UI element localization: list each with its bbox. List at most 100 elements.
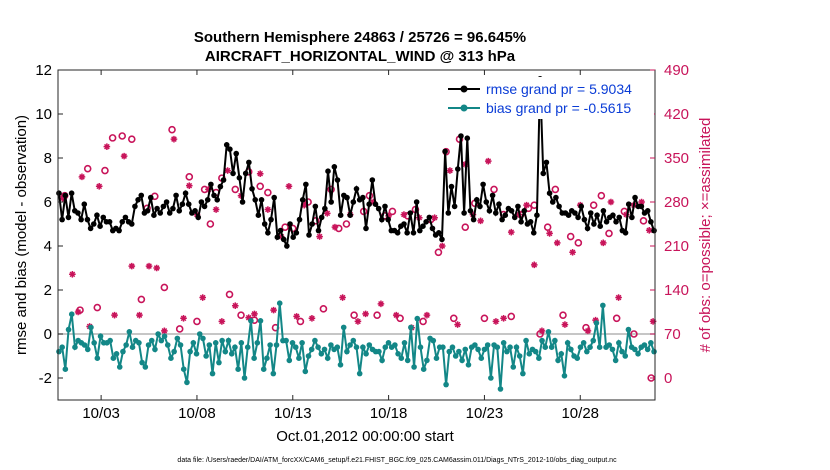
y-right-tick-label: 280 bbox=[664, 194, 689, 211]
bias-point bbox=[641, 342, 648, 348]
x-axis-label: Oct.01,2012 00:00:00 start bbox=[276, 428, 454, 445]
obs-possible-marker bbox=[168, 125, 176, 134]
rmse-point bbox=[492, 210, 499, 216]
bias-point bbox=[216, 359, 222, 366]
bias-point bbox=[193, 351, 200, 357]
rmse-point bbox=[629, 214, 635, 221]
bias-point bbox=[120, 348, 126, 355]
obs-possible-marker bbox=[206, 220, 215, 228]
y-tick-label: 12 bbox=[35, 62, 52, 79]
bias-point bbox=[312, 337, 318, 344]
rmse-point bbox=[600, 208, 607, 214]
rmse-point bbox=[87, 225, 94, 232]
obs-assimilated-marker bbox=[218, 318, 226, 325]
bias-point bbox=[276, 300, 283, 307]
obs-possible-marker bbox=[237, 311, 245, 319]
bias-point bbox=[580, 340, 587, 346]
obs-assimilated-marker bbox=[354, 318, 362, 325]
bias-point bbox=[401, 340, 408, 346]
bias-point bbox=[644, 346, 651, 353]
bias-point bbox=[360, 344, 366, 351]
bias-point bbox=[350, 337, 357, 344]
y-tick-label: -2 bbox=[39, 370, 52, 387]
obs-assimilated-marker bbox=[136, 311, 143, 319]
obs-assimilated-marker bbox=[538, 327, 546, 335]
obs-assimilated-marker bbox=[645, 226, 653, 234]
rmse-point bbox=[515, 203, 521, 210]
obs-assimilated-marker bbox=[245, 314, 252, 321]
obs-assimilated-marker bbox=[377, 300, 385, 308]
bias-point bbox=[68, 311, 75, 318]
bias-point bbox=[142, 364, 149, 370]
rmse-point bbox=[59, 216, 65, 223]
obs-assimilated-marker bbox=[584, 327, 592, 335]
rmse-point bbox=[157, 210, 164, 216]
rmse-point bbox=[201, 203, 208, 210]
obs-assimilated-marker bbox=[469, 211, 477, 218]
legend-bias-label: bias grand pr = -0.5615 bbox=[486, 100, 631, 116]
rmse-point bbox=[185, 201, 192, 207]
bias-point bbox=[315, 344, 321, 351]
obs-possible-marker bbox=[342, 220, 351, 228]
rmse-point bbox=[176, 208, 183, 214]
rmse-point bbox=[420, 223, 426, 229]
rmse-point bbox=[170, 205, 176, 212]
obs-possible-marker bbox=[461, 223, 470, 231]
obs-assimilated-marker bbox=[270, 306, 277, 314]
y-right-tick-label: 70 bbox=[664, 326, 681, 343]
obs-assimilated-marker bbox=[607, 198, 615, 206]
obs-assimilated-marker bbox=[569, 248, 576, 256]
bias-point bbox=[241, 375, 248, 381]
obs-assimilated-marker bbox=[264, 206, 272, 213]
rmse-point bbox=[363, 225, 369, 232]
obs-assimilated-marker bbox=[530, 261, 538, 269]
rmse-point bbox=[565, 212, 572, 218]
bias-point bbox=[72, 344, 78, 351]
obs-assimilated-marker bbox=[161, 327, 168, 335]
rmse-point bbox=[540, 170, 547, 177]
bias-point bbox=[552, 337, 558, 344]
rmse-point bbox=[280, 236, 287, 243]
bias-point bbox=[545, 329, 552, 335]
rmse-point bbox=[78, 216, 84, 223]
y-tick-label: 4 bbox=[44, 238, 52, 255]
bias-point bbox=[136, 340, 142, 346]
bias-point bbox=[84, 346, 91, 353]
rmse-point bbox=[90, 221, 97, 227]
rmse-point bbox=[211, 192, 217, 199]
bias-point bbox=[590, 337, 597, 344]
obs-assimilated-marker bbox=[454, 321, 461, 328]
obs-possible-marker bbox=[108, 134, 117, 142]
bias-point bbox=[340, 324, 347, 331]
bias-point bbox=[251, 355, 257, 362]
obs-assimilated-marker bbox=[385, 212, 392, 220]
obs-assimilated-marker bbox=[323, 210, 331, 217]
bias-point bbox=[305, 353, 312, 359]
y-right-tick-label: 350 bbox=[664, 150, 689, 167]
bias-point bbox=[110, 355, 117, 362]
bias-point bbox=[139, 359, 145, 366]
obs-assimilated-marker bbox=[649, 318, 657, 325]
obs-assimilated-marker bbox=[185, 182, 193, 189]
obs-possible-marker bbox=[296, 317, 305, 326]
rmse-point bbox=[119, 219, 126, 225]
rmse-point bbox=[347, 212, 353, 218]
bias-point bbox=[497, 386, 504, 392]
bias-point bbox=[190, 340, 197, 346]
obs-assimilated-marker bbox=[484, 157, 492, 165]
rmse-point bbox=[632, 194, 638, 201]
obs-assimilated-marker bbox=[599, 239, 607, 247]
bias-point bbox=[129, 344, 136, 351]
rmse-point bbox=[163, 199, 170, 205]
bias-point bbox=[366, 342, 373, 348]
rmse-point bbox=[173, 192, 179, 199]
obs-assimilated-marker bbox=[615, 294, 622, 301]
rmse-point bbox=[423, 219, 429, 225]
rmse-point bbox=[277, 227, 284, 234]
obs-possible-marker bbox=[551, 185, 560, 194]
bias-point bbox=[187, 348, 193, 355]
rmse-point bbox=[464, 135, 471, 141]
obs-possible-marker bbox=[480, 314, 489, 323]
obs-assimilated-marker bbox=[492, 318, 500, 325]
obs-possible-marker bbox=[160, 283, 169, 292]
